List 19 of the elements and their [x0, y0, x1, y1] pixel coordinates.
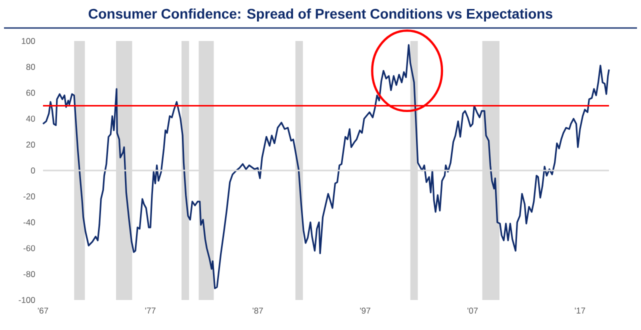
x-tick-label: '17 — [574, 308, 586, 314]
y-tick-label: 80 — [26, 64, 36, 70]
line-series — [42, 44, 610, 290]
y-tick-label: 60 — [26, 90, 36, 96]
x-tick-label: '97 — [360, 308, 370, 314]
y-tick-label: -80 — [23, 271, 36, 278]
y-tick-label: 40 — [26, 116, 36, 122]
y-tick-label: 20 — [26, 142, 36, 148]
y-tick-label: -100 — [18, 297, 36, 303]
y-tick-label: 100 — [22, 38, 36, 44]
x-tick-label: '77 — [145, 308, 156, 314]
y-tick-label: -20 — [23, 193, 36, 200]
y-tick-label: 0 — [30, 168, 36, 174]
y-tick-label: -40 — [23, 219, 36, 226]
y-tick-label: -60 — [23, 245, 36, 252]
x-tick-label: '07 — [468, 308, 478, 314]
x-tick-label: '87 — [252, 308, 263, 314]
x-tick-label: '67 — [38, 308, 48, 314]
chart-title: Consumer Confidence: Spread of Present Conditions vs Expectations — [88, 8, 552, 22]
